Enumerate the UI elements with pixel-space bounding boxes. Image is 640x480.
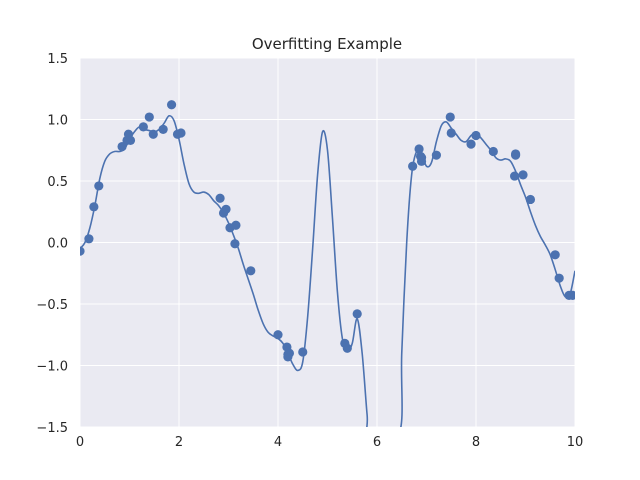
data-point bbox=[176, 128, 186, 138]
y-tick-label: 0.5 bbox=[47, 175, 68, 190]
data-point bbox=[284, 348, 294, 358]
data-point bbox=[416, 156, 427, 166]
data-point bbox=[431, 150, 441, 160]
data-point bbox=[414, 144, 424, 154]
y-tick-labels: −1.5 −1.0 −0.5 0.0 0.5 1.0 1.5 bbox=[36, 52, 68, 436]
data-point bbox=[221, 204, 231, 214]
y-tick-label: 0.0 bbox=[47, 237, 68, 252]
data-point bbox=[446, 128, 456, 138]
data-point bbox=[138, 122, 148, 132]
data-point bbox=[89, 202, 99, 212]
data-point bbox=[84, 234, 94, 244]
x-tick-label: 8 bbox=[472, 435, 480, 450]
data-point bbox=[273, 330, 283, 340]
data-point bbox=[166, 100, 177, 110]
data-point bbox=[518, 170, 528, 180]
chart-title: Overfitting Example bbox=[252, 35, 402, 53]
data-point bbox=[125, 135, 136, 146]
y-tick-label: −1.5 bbox=[36, 421, 68, 436]
y-tick-label: 1.0 bbox=[47, 114, 68, 129]
data-point bbox=[231, 220, 241, 230]
data-point bbox=[80, 246, 85, 256]
data-point bbox=[298, 347, 308, 357]
data-point bbox=[408, 161, 418, 171]
data-point bbox=[246, 266, 256, 276]
data-point bbox=[471, 130, 481, 141]
data-point bbox=[525, 194, 536, 205]
data-point bbox=[144, 112, 154, 122]
points-layer bbox=[80, 100, 575, 362]
x-tick-label: 0 bbox=[76, 435, 84, 450]
data-point bbox=[215, 193, 225, 203]
data-point bbox=[510, 171, 520, 181]
data-point bbox=[148, 129, 158, 139]
x-tick-label: 6 bbox=[373, 435, 381, 450]
data-point bbox=[94, 181, 104, 191]
data-point bbox=[550, 250, 560, 260]
x-tick-label: 2 bbox=[175, 435, 183, 450]
data-point bbox=[445, 112, 455, 122]
y-tick-label: −0.5 bbox=[36, 298, 68, 313]
y-tick-label: 1.5 bbox=[47, 52, 68, 67]
grid bbox=[79, 57, 576, 428]
data-point bbox=[488, 146, 498, 157]
data-point bbox=[230, 239, 240, 249]
data-point bbox=[158, 124, 168, 134]
data-point bbox=[342, 343, 352, 353]
x-tick-labels: 0 2 4 6 8 10 bbox=[76, 435, 583, 450]
y-tick-label: −1.0 bbox=[36, 360, 68, 375]
x-tick-label: 4 bbox=[274, 435, 282, 450]
data-point bbox=[117, 141, 127, 152]
data-point bbox=[567, 290, 575, 300]
data-point bbox=[554, 273, 564, 283]
data-point bbox=[466, 139, 476, 149]
x-tick-label: 10 bbox=[567, 435, 584, 450]
data-point bbox=[510, 149, 521, 159]
data-point bbox=[352, 309, 362, 319]
